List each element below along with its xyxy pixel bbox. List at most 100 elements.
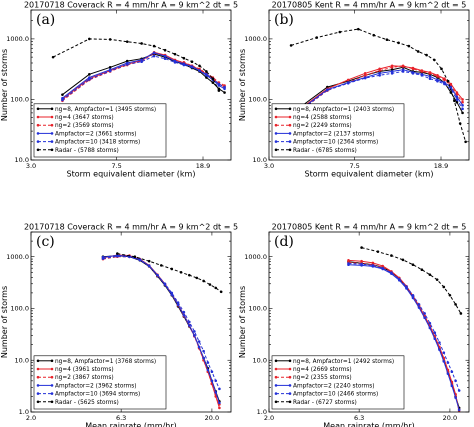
data-point xyxy=(205,76,208,79)
series-line-6 xyxy=(52,38,220,91)
data-point xyxy=(440,67,443,71)
data-point xyxy=(390,254,393,257)
data-point xyxy=(442,360,446,363)
data-point xyxy=(326,88,329,92)
series-line-6 xyxy=(117,253,222,293)
legend-marker xyxy=(50,148,54,152)
x-tick-label: 3.0 xyxy=(26,162,36,170)
x-tick-label: 20.0 xyxy=(443,414,457,422)
series-group xyxy=(347,246,463,412)
data-point xyxy=(125,63,129,66)
legend-entry: Ampfactor=2 (2137 storms) xyxy=(293,131,375,137)
data-point xyxy=(455,95,459,99)
data-point xyxy=(218,387,221,391)
plot-frame xyxy=(268,231,470,413)
data-point xyxy=(211,81,215,84)
legend-marker xyxy=(274,123,278,127)
data-point xyxy=(88,78,91,81)
data-point xyxy=(214,379,218,383)
data-point xyxy=(211,77,215,81)
legend-marker xyxy=(274,132,278,135)
y-tick-label: 100.0 xyxy=(248,96,267,104)
legend-marker xyxy=(50,367,54,371)
data-point xyxy=(433,331,437,335)
legend-entry: Ampfactor=10 (2466 storms) xyxy=(293,392,378,398)
data-point xyxy=(346,81,350,85)
data-point xyxy=(217,82,221,86)
data-point xyxy=(202,279,205,283)
data-point xyxy=(428,273,432,276)
data-point xyxy=(197,345,201,349)
legend-box xyxy=(33,103,167,158)
data-point xyxy=(457,389,461,392)
legend-marker xyxy=(288,367,292,371)
data-point xyxy=(436,79,439,83)
data-point xyxy=(360,259,363,263)
data-point xyxy=(346,78,350,82)
data-point xyxy=(61,93,64,96)
legend-marker xyxy=(288,392,292,395)
data-point xyxy=(378,69,381,72)
data-point xyxy=(133,255,137,258)
y-axis-label: Number of storms xyxy=(238,286,247,358)
y-tick-label: 1000.0 xyxy=(244,35,267,43)
data-point xyxy=(217,89,221,92)
legend-marker xyxy=(288,359,292,363)
data-point xyxy=(435,278,439,281)
data-point xyxy=(205,73,208,76)
x-tick-label: 20.0 xyxy=(205,414,219,422)
series-line-5 xyxy=(102,255,220,390)
data-point xyxy=(446,361,450,364)
legend-entry: ng=4 (3647 storms) xyxy=(55,115,114,121)
data-point xyxy=(347,259,350,262)
data-point xyxy=(461,98,464,101)
plot-frame xyxy=(268,9,470,161)
legend-marker xyxy=(274,400,278,404)
data-point xyxy=(450,370,454,374)
legend-marker xyxy=(274,375,278,379)
data-point xyxy=(371,264,375,267)
data-point xyxy=(442,285,446,289)
data-point xyxy=(411,67,415,71)
data-point xyxy=(223,91,226,94)
legend-marker xyxy=(274,367,278,371)
legend-entry: ng=2 (3867 storms) xyxy=(55,375,114,381)
y-tick-label: 10.0 xyxy=(253,356,267,364)
legend-marker xyxy=(288,140,292,143)
data-point xyxy=(108,38,112,41)
y-tick-label: 100.0 xyxy=(10,96,29,104)
legend-marker xyxy=(274,148,278,152)
legend-entry: Radar - (6785 storms) xyxy=(293,148,357,154)
data-point xyxy=(455,98,459,101)
data-point xyxy=(182,63,186,67)
y-tick-label: 1000.0 xyxy=(244,253,267,261)
legend-entry: ng=8, Ampfactor=1 (3768 storms) xyxy=(55,359,156,365)
x-axis-label: Storm equivalent diameter (km) xyxy=(305,170,434,179)
x-tick-label: 6.3 xyxy=(116,414,126,422)
data-point xyxy=(163,48,167,52)
data-point xyxy=(140,42,143,45)
x-tick-label: 6.3 xyxy=(354,414,364,422)
data-point xyxy=(108,65,112,69)
data-point xyxy=(428,321,432,325)
legend-entry: ng=4 (2669 storms) xyxy=(293,367,352,373)
data-point xyxy=(457,408,461,412)
legend-marker xyxy=(36,107,40,111)
series-line-5 xyxy=(62,55,225,101)
data-point xyxy=(438,348,441,351)
y-tick-label: 1.0 xyxy=(19,408,29,416)
legend-entry: Ampfactor=10 (3418 storms) xyxy=(55,140,140,146)
data-point xyxy=(438,341,441,344)
data-point xyxy=(188,324,191,327)
data-point xyxy=(51,55,55,59)
legend-entry: Ampfactor=2 (3661 storms) xyxy=(55,131,137,137)
data-point xyxy=(458,122,462,125)
series-group xyxy=(101,252,223,410)
series-line-5 xyxy=(348,263,460,391)
legend-marker xyxy=(36,123,40,127)
data-point xyxy=(390,65,394,69)
data-point xyxy=(411,296,415,300)
data-point xyxy=(202,356,205,360)
data-point xyxy=(397,277,401,281)
